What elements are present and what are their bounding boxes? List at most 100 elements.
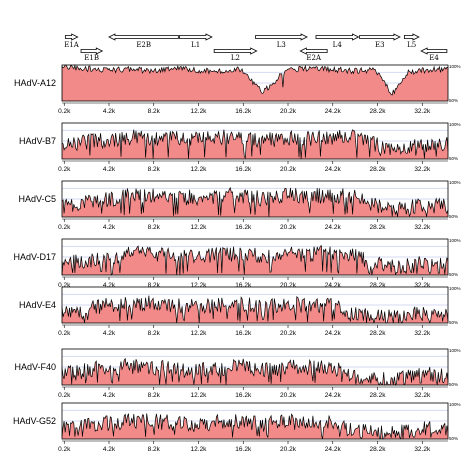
panel-frame <box>61 348 449 386</box>
series-label-hadv-c5: HAdV-C5 <box>18 194 56 204</box>
gene-label-e2b: E2B <box>136 41 151 49</box>
x-tick-label: 24.2k <box>325 282 342 289</box>
x-tick-label: 16.2k <box>235 330 252 337</box>
series-label-hadv-b7: HAdV-B7 <box>19 136 56 146</box>
x-tick-label: 28.2k <box>370 446 387 453</box>
series-label-hadv-e4: HAdV-E4 <box>19 300 56 310</box>
x-tick-label: 4.2k <box>103 108 116 115</box>
x-tick-label: 28.2k <box>370 392 387 399</box>
x-tick-label: 8.2k <box>148 224 161 231</box>
gene-arrow-l2 <box>213 47 258 55</box>
gene-arrow-l1 <box>179 33 213 41</box>
x-tick-label: 20.2k <box>280 330 297 337</box>
x-tick-label: 24.2k <box>325 108 342 115</box>
panel-hadv-g52: HAdV-G52 100% 50% 0.2k 4.2k 8.2k 12.2k 16.2k 20.… <box>13 402 461 453</box>
identity-area-hadv-c5 <box>62 187 448 217</box>
gene-label-e2a: E2A <box>306 54 322 62</box>
x-tick-label: 0.2k <box>58 108 71 115</box>
x-tick-label: 4.2k <box>103 224 116 231</box>
x-tick-label: 8.2k <box>148 446 161 453</box>
panel-hadv-d17: HAdV-D17 100% 50% 0.2k 4.2k 8.2k 12.2k 16.2k 20.… <box>13 238 460 289</box>
x-tick-label: 32.2k <box>414 224 431 231</box>
identity-line-hadv-a12 <box>61 64 448 96</box>
panel-hadv-b7: HAdV-B7 100% 50% 0.2k 4.2k 8.2k 12.2k 16.2k 20.2… <box>19 122 461 173</box>
x-tick-label: 16.2k <box>235 108 252 115</box>
identity-line-hadv-e4 <box>61 295 449 324</box>
gene-label-l5: L5 <box>407 41 416 49</box>
x-tick-label: 8.2k <box>148 330 161 337</box>
x-tick-label: 12.2k <box>191 392 208 399</box>
x-tick-label: 20.2k <box>280 166 297 173</box>
ylabel-100: 100% <box>449 348 461 353</box>
x-tick-label: 32.2k <box>414 392 431 399</box>
gene-label-l4: L4 <box>333 41 343 49</box>
identity-line-hadv-f40 <box>61 357 449 387</box>
identity-panels: HAdV-A12 100% 50% 0.2k 4.2k 8.2k 12.2k 16.2k 20.… <box>13 64 461 453</box>
gene-label-l1: L1 <box>191 41 200 49</box>
x-tick-label: 16.2k <box>235 166 252 173</box>
x-tick-label: 4.2k <box>103 166 116 173</box>
x-tick-label: 8.2k <box>148 392 161 399</box>
ylabel-50: 50% <box>449 436 458 441</box>
x-tick-label: 32.2k <box>414 282 431 289</box>
x-tick-label: 32.2k <box>414 108 431 115</box>
x-tick-label: 16.2k <box>235 282 252 289</box>
x-tick-label: 0.2k <box>58 224 71 231</box>
ylabel-50: 50% <box>449 382 458 387</box>
x-tick-label: 28.2k <box>370 108 387 115</box>
x-tick-label: 20.2k <box>280 282 297 289</box>
identity-area-hadv-g52 <box>62 413 448 439</box>
ylabel-50: 50% <box>449 272 458 277</box>
gene-label-l2: L2 <box>231 54 240 62</box>
panel-frame <box>61 238 449 276</box>
x-tick-label: 4.2k <box>103 330 116 337</box>
series-label-hadv-g52: HAdV-G52 <box>13 416 56 426</box>
gene-arrow-e1a <box>64 33 79 41</box>
x-tick-label: 24.2k <box>325 166 342 173</box>
x-tick-label: 0.2k <box>58 392 71 399</box>
ylabel-50: 50% <box>449 214 458 219</box>
gene-arrow-e2a <box>299 47 328 55</box>
series-label-hadv-d17: HAdV-D17 <box>13 252 56 262</box>
identity-area-hadv-b7 <box>62 129 448 159</box>
x-tick-label: 0.2k <box>58 330 71 337</box>
gene-arrow-e2b <box>108 33 179 41</box>
x-tick-label: 8.2k <box>148 166 161 173</box>
ylabel-100: 100% <box>449 286 461 291</box>
gene-annotation-track: E1A E1B E2B L1 L2 L3 E2A L4 E3 L5 E4 <box>64 33 448 62</box>
x-tick-label: 32.2k <box>414 446 431 453</box>
ylabel-50: 50% <box>449 320 458 325</box>
identity-line-hadv-d17 <box>61 245 449 276</box>
x-tick-label: 12.2k <box>191 330 208 337</box>
x-tick-label: 28.2k <box>370 330 387 337</box>
x-tick-label: 20.2k <box>280 392 297 399</box>
x-tick-label: 4.2k <box>103 392 116 399</box>
x-tick-label: 24.2k <box>325 392 342 399</box>
x-tick-label: 16.2k <box>235 392 252 399</box>
x-tick-label: 24.2k <box>325 330 342 337</box>
x-tick-label: 12.2k <box>191 446 208 453</box>
gene-arrow-l5 <box>403 33 420 41</box>
x-tick-label: 20.2k <box>280 446 297 453</box>
panel-frame <box>61 122 449 160</box>
gene-label-l3: L3 <box>277 41 286 49</box>
gene-label-e3: E3 <box>375 41 385 49</box>
x-tick-label: 24.2k <box>325 224 342 231</box>
x-tick-label: 8.2k <box>148 108 161 115</box>
panel-hadv-c5: HAdV-C5 100% 50% 0.2k 4.2k 8.2k 12.2k 16.2k 20.2… <box>18 180 460 231</box>
x-tick-label: 0.2k <box>58 282 71 289</box>
x-tick-label: 16.2k <box>235 446 252 453</box>
x-tick-label: 4.2k <box>103 282 116 289</box>
ylabel-100: 100% <box>449 180 461 185</box>
identity-line-hadv-b7 <box>61 129 449 160</box>
panel-hadv-e4: HAdV-E4 100% 50% 0.2k 4.2k 8.2k 12.2k 16.2k 20.2… <box>19 286 461 337</box>
gene-label-e4: E4 <box>429 54 439 62</box>
ylabel-50: 50% <box>449 98 458 103</box>
gene-arrow-e1b <box>80 47 104 55</box>
ylabel-100: 100% <box>449 122 461 127</box>
panel-frame <box>61 64 449 102</box>
panel-frame <box>61 286 449 324</box>
identity-area-hadv-f40 <box>62 358 448 385</box>
x-tick-label: 28.2k <box>370 224 387 231</box>
